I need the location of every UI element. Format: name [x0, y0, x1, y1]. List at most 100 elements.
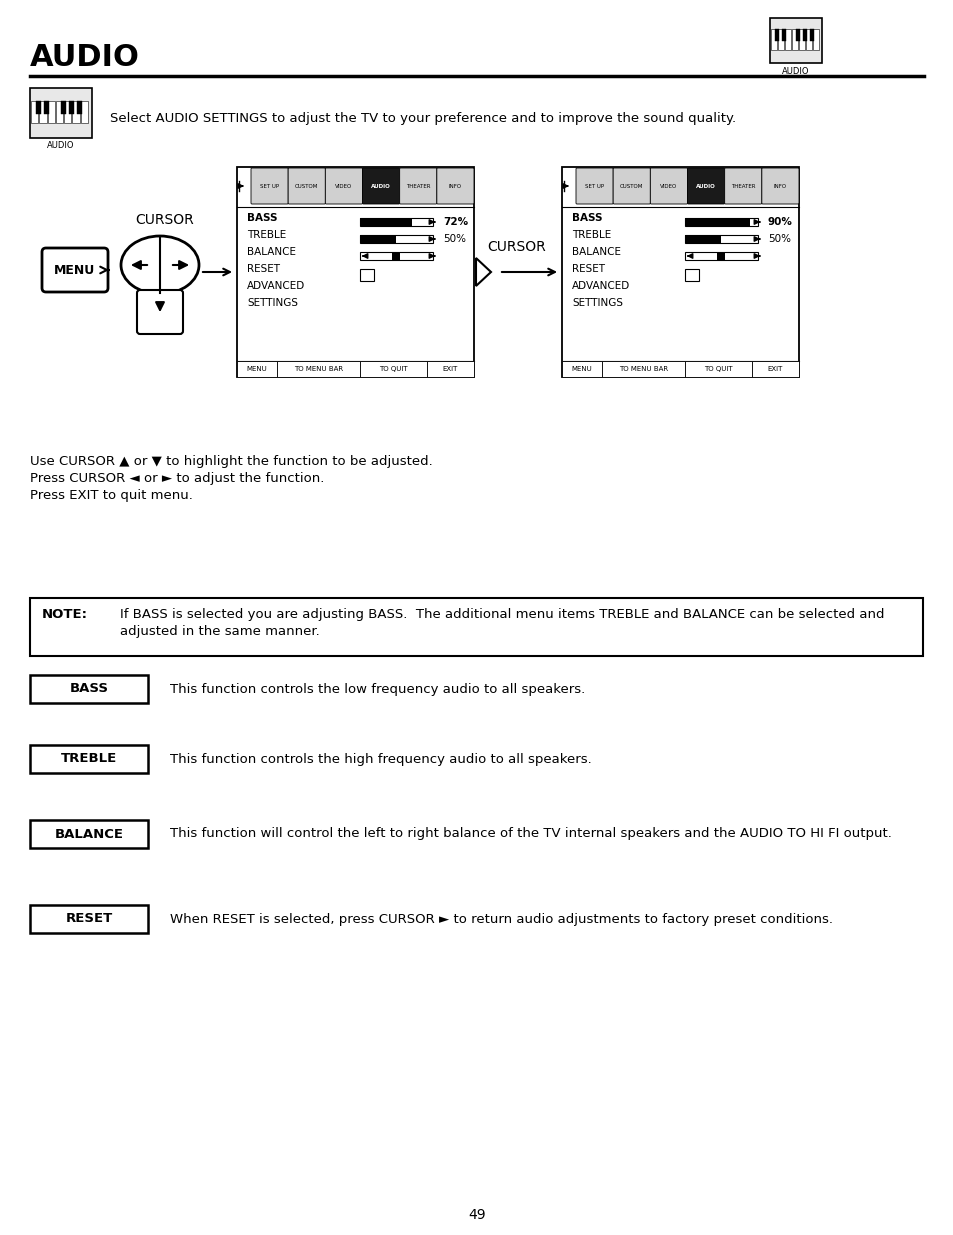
- Bar: [36, 100, 41, 114]
- Bar: [601, 361, 684, 377]
- Bar: [277, 361, 360, 377]
- FancyBboxPatch shape: [576, 168, 613, 204]
- Text: ADVANCED: ADVANCED: [247, 282, 305, 291]
- FancyBboxPatch shape: [650, 168, 687, 204]
- Text: AUDIO: AUDIO: [371, 184, 391, 189]
- Bar: [72, 100, 79, 124]
- Bar: [359, 219, 433, 226]
- Text: TO MENU BAR: TO MENU BAR: [294, 366, 343, 372]
- Text: CURSOR: CURSOR: [135, 212, 194, 227]
- Text: VIDEO: VIDEO: [659, 184, 677, 189]
- Bar: [30, 820, 148, 848]
- Bar: [561, 361, 601, 377]
- Text: BALANCE: BALANCE: [247, 247, 295, 257]
- Text: BASS: BASS: [70, 683, 109, 695]
- FancyBboxPatch shape: [362, 168, 399, 204]
- Text: VIDEO: VIDEO: [335, 184, 353, 189]
- Text: EXIT: EXIT: [442, 366, 457, 372]
- Bar: [30, 905, 148, 932]
- Bar: [48, 100, 54, 124]
- Text: BASS: BASS: [247, 212, 277, 224]
- Bar: [55, 100, 63, 124]
- Text: THEATER: THEATER: [406, 184, 430, 189]
- Text: AUDIO: AUDIO: [781, 67, 809, 75]
- Text: If BASS is selected you are adjusting BASS.  The additional menu items TREBLE an: If BASS is selected you are adjusting BA…: [120, 608, 883, 621]
- Bar: [359, 235, 395, 243]
- Text: This function controls the high frequency audio to all speakers.: This function controls the high frequenc…: [170, 752, 591, 766]
- Text: TO QUIT: TO QUIT: [703, 366, 732, 372]
- Bar: [798, 30, 803, 49]
- Bar: [751, 361, 799, 377]
- Bar: [684, 269, 699, 282]
- Text: TREBLE: TREBLE: [247, 230, 286, 240]
- Bar: [717, 252, 724, 261]
- Text: RESET: RESET: [247, 264, 280, 274]
- Text: BALANCE: BALANCE: [54, 827, 123, 841]
- Text: EXIT: EXIT: [767, 366, 782, 372]
- FancyBboxPatch shape: [724, 168, 761, 204]
- Bar: [777, 30, 783, 49]
- Bar: [795, 30, 800, 42]
- Bar: [359, 269, 374, 282]
- Text: TREBLE: TREBLE: [572, 230, 611, 240]
- Bar: [69, 100, 74, 114]
- Text: MENU: MENU: [247, 366, 267, 372]
- Bar: [784, 30, 790, 49]
- Text: TREBLE: TREBLE: [61, 752, 117, 766]
- Text: 50%: 50%: [442, 233, 465, 245]
- Polygon shape: [476, 258, 491, 287]
- Bar: [360, 361, 426, 377]
- Text: MENU: MENU: [571, 366, 592, 372]
- Text: 49: 49: [468, 1208, 485, 1221]
- Bar: [359, 219, 412, 226]
- Bar: [684, 219, 749, 226]
- Ellipse shape: [121, 236, 199, 294]
- Bar: [561, 167, 799, 377]
- Bar: [426, 361, 474, 377]
- Bar: [30, 745, 148, 773]
- Bar: [684, 235, 758, 243]
- Text: THEATER: THEATER: [730, 184, 755, 189]
- Bar: [684, 235, 720, 243]
- Bar: [39, 100, 47, 124]
- Text: TO MENU BAR: TO MENU BAR: [618, 366, 668, 372]
- Bar: [30, 676, 148, 703]
- Bar: [684, 252, 758, 261]
- Text: RESET: RESET: [66, 913, 112, 925]
- Text: SETTINGS: SETTINGS: [247, 298, 297, 308]
- Bar: [61, 100, 66, 114]
- Text: 72%: 72%: [442, 217, 468, 227]
- Bar: [805, 30, 811, 49]
- FancyBboxPatch shape: [325, 168, 362, 204]
- Text: SET UP: SET UP: [584, 184, 603, 189]
- Text: TO QUIT: TO QUIT: [378, 366, 407, 372]
- Text: AUDIO: AUDIO: [696, 184, 715, 189]
- FancyBboxPatch shape: [399, 168, 436, 204]
- Text: 50%: 50%: [767, 233, 790, 245]
- Text: MENU: MENU: [54, 263, 95, 277]
- Text: This function controls the low frequency audio to all speakers.: This function controls the low frequency…: [170, 683, 584, 695]
- FancyBboxPatch shape: [137, 290, 183, 333]
- Bar: [64, 100, 71, 124]
- Text: AUDIO: AUDIO: [30, 43, 140, 73]
- Text: BASS: BASS: [572, 212, 602, 224]
- Text: NOTE:: NOTE:: [42, 608, 88, 621]
- Bar: [80, 100, 88, 124]
- Text: INFO: INFO: [448, 184, 461, 189]
- Bar: [802, 30, 806, 42]
- Text: CUSTOM: CUSTOM: [619, 184, 642, 189]
- Text: Use CURSOR ▲ or ▼ to highlight the function to be adjusted.: Use CURSOR ▲ or ▼ to highlight the funct…: [30, 454, 433, 468]
- Text: Press EXIT to quit menu.: Press EXIT to quit menu.: [30, 489, 193, 501]
- Bar: [77, 100, 82, 114]
- Bar: [236, 167, 474, 377]
- Text: When RESET is selected, press CURSOR ► to return audio adjustments to factory pr: When RESET is selected, press CURSOR ► t…: [170, 913, 832, 925]
- Bar: [812, 30, 818, 49]
- FancyBboxPatch shape: [42, 248, 108, 291]
- Bar: [30, 100, 38, 124]
- Text: This function will control the left to right balance of the TV internal speakers: This function will control the left to r…: [170, 827, 891, 841]
- Bar: [44, 100, 50, 114]
- Text: ADVANCED: ADVANCED: [572, 282, 630, 291]
- FancyBboxPatch shape: [761, 168, 799, 204]
- Bar: [359, 252, 433, 261]
- Bar: [684, 219, 758, 226]
